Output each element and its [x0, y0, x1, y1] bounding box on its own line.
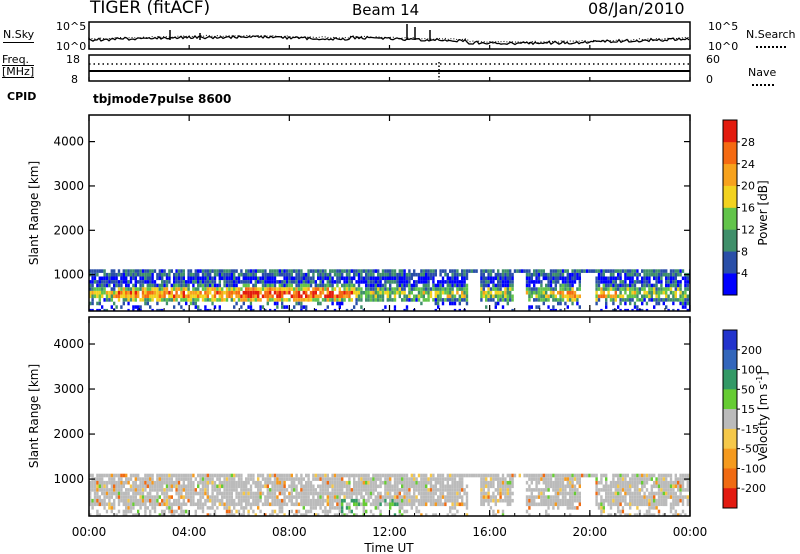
y-tick-label: 1000	[53, 472, 84, 486]
colorbar-tick-label: 100	[741, 364, 762, 377]
beam-label: Beam 14	[352, 1, 420, 19]
colorbar-swatch	[723, 273, 737, 296]
velocity-y-axis-label: Slant Range [km]	[27, 364, 41, 468]
nave-linestyle	[752, 84, 774, 86]
noise-sky-label: N.Sky	[3, 28, 35, 43]
x-tick-label: 20:00	[573, 525, 608, 539]
colorbar-swatch	[723, 428, 737, 449]
colorbar-swatch	[723, 330, 737, 351]
colorbar-tick-label: 16	[741, 202, 755, 215]
colorbar-tick-label: 50	[741, 383, 755, 396]
colorbar-swatch	[723, 409, 737, 430]
x-axis: 00:00 04:00 08:00 12:00 16:00 20:00 00:00	[72, 45, 708, 539]
colorbar-swatch	[723, 120, 737, 143]
noise-left-tick-top: 10^5	[56, 20, 86, 33]
colorbar-swatch	[723, 349, 737, 370]
x-axis-label: Time UT	[363, 541, 414, 554]
velocity-heatmap	[89, 473, 690, 516]
colorbar-tick-label: 12	[741, 223, 755, 236]
colorbar-tick-label: -50	[741, 443, 759, 456]
noise-search-label: N.Search	[746, 28, 796, 41]
colorbar-swatch	[723, 251, 737, 274]
colorbar-tick-label: 8	[741, 245, 748, 258]
power-colorbar-label: Power [dB]	[756, 180, 770, 245]
velocity-panel: 1000 2000 3000 4000 Slant Range [km]	[27, 316, 691, 517]
x-tick-label: 00:00	[673, 525, 708, 539]
colorbar-swatch	[723, 185, 737, 208]
y-tick-label: 1000	[53, 268, 84, 282]
noise-left-tick-bottom: 10^0	[56, 40, 86, 53]
velocity-colorbar: 200 100 50 15 -15 -50 -100 -200	[722, 329, 766, 509]
colorbar-swatch	[723, 229, 737, 252]
freq-left-tick-bottom: 8	[71, 73, 78, 86]
noise-search-linestyle	[756, 46, 786, 48]
noise-sky-series	[88, 34, 690, 46]
colorbar-tick-label: 24	[741, 158, 755, 171]
freq-right-tick-bottom: 0	[706, 73, 713, 86]
colorbar-swatch	[723, 141, 737, 165]
noise-right-tick-top: 10^5	[708, 20, 738, 33]
x-tick-label: 04:00	[172, 525, 207, 539]
colorbar-swatch	[723, 207, 737, 230]
x-tick-label: 16:00	[472, 525, 507, 539]
freq-panel: 18 8 60 0	[66, 53, 720, 86]
y-tick-label: 4000	[53, 337, 84, 351]
colorbar-tick-label: 4	[741, 267, 748, 280]
cpid-text: tbjmode7pulse 8600	[93, 92, 232, 106]
colorbar-tick-label: 15	[741, 403, 755, 416]
freq-left-tick-top: 18	[66, 53, 80, 66]
colorbar-tick-label: -200	[741, 482, 766, 495]
colorbar-swatch	[723, 163, 737, 186]
y-tick-label: 3000	[53, 179, 84, 193]
power-heatmap	[89, 269, 690, 311]
velocity-colorbar-label: Velocity [m s-1]	[755, 371, 770, 461]
colorbar-tick-label: 20	[741, 180, 755, 193]
power-panel: 1000 2000 3000 4000 Slant Range [km]	[27, 114, 691, 312]
power-colorbar: 4 8 12 16 20 24 28	[722, 119, 755, 296]
colorbar-tick-label: 28	[741, 136, 755, 149]
noise-search-series	[88, 34, 690, 44]
freq-label: Freq.	[2, 53, 30, 66]
noise-panel: 10^5 10^0 10^5 10^0	[56, 20, 738, 53]
colorbar-tick-label: -15	[741, 423, 759, 436]
colorbar-tick-label: -100	[741, 462, 766, 475]
colorbar-swatch	[723, 369, 737, 390]
y-tick-label: 2000	[53, 427, 84, 441]
date-label: 08/Jan/2010	[588, 0, 685, 18]
colorbar-swatch	[723, 448, 737, 469]
cpid-label: CPID	[7, 90, 37, 103]
colorbar-swatch	[723, 389, 737, 410]
x-tick-label: 12:00	[372, 525, 407, 539]
power-y-axis-label: Slant Range [km]	[27, 161, 41, 265]
x-tick-label: 08:00	[272, 525, 307, 539]
y-tick-label: 3000	[53, 382, 84, 396]
noise-right-tick-bottom: 10^0	[708, 40, 738, 53]
y-tick-label: 2000	[53, 223, 84, 237]
y-tick-label: 4000	[53, 135, 84, 149]
colorbar-swatch	[723, 468, 737, 489]
freq-unit-label: [MHz]	[2, 65, 35, 78]
freq-right-tick-top: 60	[706, 53, 720, 66]
nave-label: Nave	[748, 66, 777, 79]
colorbar-swatch	[723, 488, 737, 509]
colorbar-tick-label: 200	[741, 344, 762, 357]
plot-title: TIGER (fitACF)	[90, 0, 211, 18]
x-tick-label: 00:00	[72, 525, 107, 539]
